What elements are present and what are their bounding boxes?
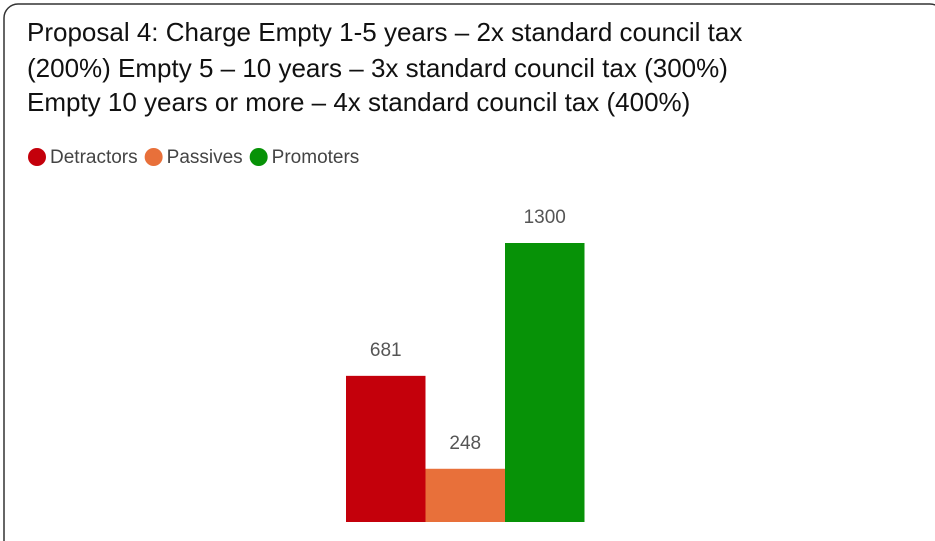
card <box>3 3 935 541</box>
chart-title: Proposal 4: Charge Empty 1-5 years – 2x … <box>27 17 742 47</box>
legend-label: Passives <box>167 147 243 168</box>
data-label: 1300 <box>524 207 566 228</box>
data-label: 248 <box>449 433 481 454</box>
legend-label: Promoters <box>272 147 360 168</box>
data-label: 681 <box>370 340 402 361</box>
legend-marker <box>28 148 46 166</box>
chart-title: (200%) Empty 5 – 10 years – 3x standard … <box>27 53 728 83</box>
legend-label: Detractors <box>50 147 138 168</box>
legend-marker <box>249 148 268 166</box>
bar <box>346 375 426 522</box>
bar <box>425 468 505 522</box>
chart-title: Empty 10 years or more – 4x standard cou… <box>27 87 690 117</box>
bar <box>505 243 585 522</box>
legend-marker <box>144 148 163 166</box>
